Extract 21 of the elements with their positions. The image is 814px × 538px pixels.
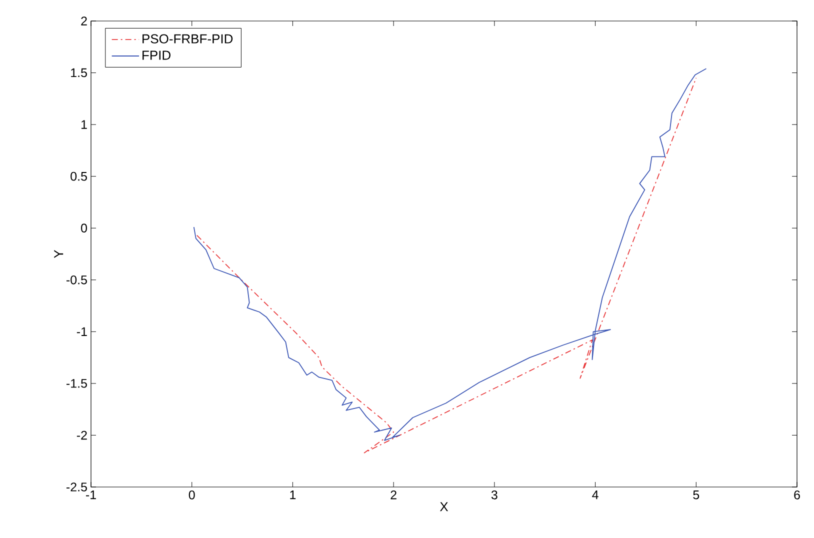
y-tick-label: -1: [76, 327, 87, 336]
x-tick-label: 1: [290, 490, 296, 500]
y-tick-label: 2: [81, 16, 87, 26]
y-tick-label: 1.5: [71, 68, 87, 78]
y-tick-label: -1.5: [66, 379, 87, 388]
x-tick-label: 4: [592, 490, 598, 500]
x-tick-label: 2: [390, 490, 396, 500]
y-tick-label: 1: [81, 120, 87, 129]
legend-label: PSO-FRBF-PID: [142, 34, 233, 44]
legend-label: FPID: [142, 50, 170, 60]
y-tick-label: 0.5: [70, 172, 87, 181]
y-tick-label: -0.5: [66, 275, 87, 284]
x-tick-label: 5: [693, 490, 700, 500]
x-tick-label: 3: [491, 490, 498, 500]
x-axis-title: X: [440, 502, 448, 512]
y-tick-label: -2: [76, 430, 87, 440]
y-axis-title: Y: [54, 250, 64, 258]
x-tick-label: 0: [188, 490, 195, 500]
y-tick-label: 0: [81, 224, 87, 233]
x-tick-label: 6: [794, 490, 800, 500]
y-tick-label: -2.5: [66, 482, 87, 492]
